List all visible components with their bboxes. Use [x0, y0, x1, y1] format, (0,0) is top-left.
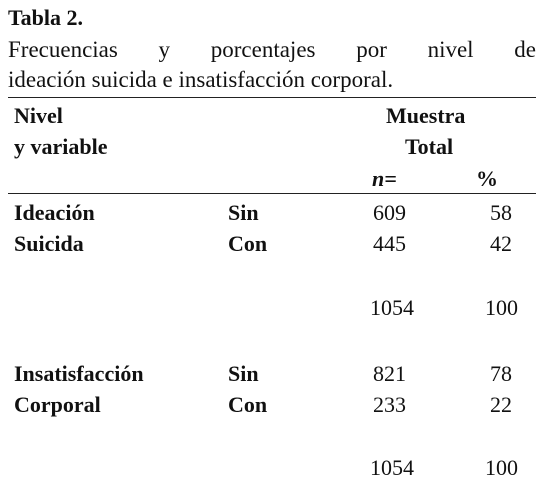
row-pct: 22 — [490, 392, 512, 417]
block-total-n: 1054 — [370, 295, 414, 320]
caption-word: de — [514, 37, 536, 62]
row-n: 609 — [373, 200, 406, 225]
block-name-line1: Ideación — [14, 200, 95, 225]
header-pct-label: % — [476, 166, 498, 191]
header-bottom-rule — [8, 193, 536, 194]
row-n: 821 — [373, 361, 406, 386]
row-n: 445 — [373, 231, 406, 256]
table-caption: Frecuencias y porcentajes por nivel de i… — [8, 35, 536, 95]
header-group-line2: Total — [405, 134, 454, 159]
row-level: Sin — [228, 361, 259, 386]
row-level: Con — [228, 392, 268, 417]
caption-word: nivel — [427, 37, 474, 62]
block-total-pct: 100 — [485, 455, 518, 480]
block-name-line2: Corporal — [14, 392, 101, 417]
caption-word: por — [356, 37, 387, 62]
header-group-line1: Muestra — [386, 103, 466, 128]
table-label: Tabla 2. — [8, 5, 84, 30]
row-level: Con — [228, 231, 268, 256]
block-total-n: 1054 — [370, 455, 414, 480]
caption-word: Frecuencias — [8, 37, 118, 62]
caption-word: porcentajes — [210, 37, 316, 62]
row-pct: 78 — [490, 361, 512, 386]
caption-line-1: Frecuencias y porcentajes por nivel de — [8, 35, 536, 65]
caption-line-2: ideación suicida e insatisfacción corpor… — [8, 67, 394, 92]
header-top-rule — [8, 97, 536, 98]
row-pct: 58 — [490, 200, 512, 225]
block-name-line1: Insatisfacción — [14, 361, 144, 386]
block-total-pct: 100 — [485, 295, 518, 320]
header-col1-line1: Nivel — [14, 103, 63, 128]
header-col1-line2: y variable — [14, 134, 108, 159]
header-n-label: n= — [372, 166, 397, 191]
row-pct: 42 — [490, 231, 512, 256]
block-name-line2: Suicida — [14, 231, 84, 256]
row-level: Sin — [228, 200, 259, 225]
caption-word: y — [158, 37, 171, 62]
row-n: 233 — [373, 392, 406, 417]
